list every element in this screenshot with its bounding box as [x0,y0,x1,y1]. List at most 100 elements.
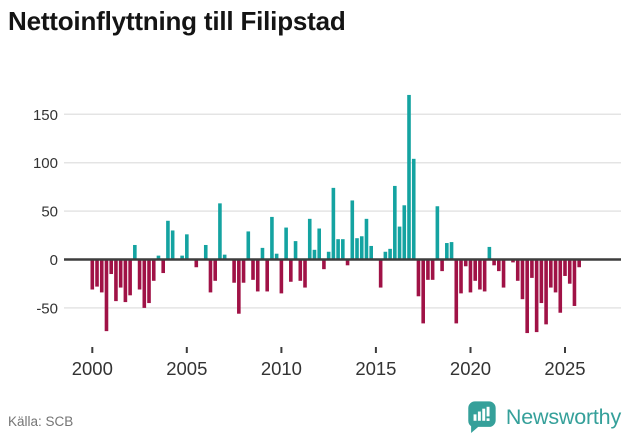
bar-negative [232,259,236,283]
bar-positive [203,244,208,260]
bar-negative [99,259,104,293]
bar-positive [331,187,336,260]
bar-positive [397,226,402,260]
bar-negative [430,259,435,280]
bar-negative [237,259,241,314]
bar-positive [260,247,265,260]
bar-negative [515,259,520,281]
bar-positive [166,220,170,260]
bar-positive [307,218,312,260]
bar-negative [478,259,482,290]
newsworthy-bubble-chart-icon [466,400,497,434]
bar-negative [213,259,217,281]
bar-negative [378,259,383,288]
newsworthy-wordmark: Newsworthy [505,404,621,429]
bar-negative [553,259,558,293]
bar-positive [326,251,331,260]
bar-positive [341,239,345,260]
newsworthy-logo-link[interactable]: Newsworthy [466,400,621,434]
bar-positive [364,218,369,260]
y-tick-label: -50 [36,300,58,317]
bar-negative [577,259,581,268]
bar-positive [388,248,392,260]
bar-negative [251,259,255,280]
bar-negative [482,259,487,292]
bar-negative [567,259,572,284]
bar-positive [393,185,397,260]
bar-negative [303,259,307,288]
x-tick-label: 2020 [450,358,491,379]
bar-negative [118,259,123,288]
x-tick-label: 2005 [166,358,207,379]
y-tick-label: 50 [41,204,58,221]
x-tick-label: 2000 [72,358,113,379]
chart-footer: Källa: SCB Newsworthy [0,397,631,439]
bar-negative [572,259,577,306]
bar-positive [402,205,407,260]
bar-positive [180,255,184,260]
bar-negative [142,259,147,308]
bar-positive [487,246,492,260]
bar-negative [265,259,269,292]
bar-negative [468,259,473,293]
bar-negative [255,259,260,292]
bar-negative [95,259,99,287]
bar-negative [530,259,534,278]
bar-negative [208,259,213,293]
bar-negative [525,259,529,334]
bar-positive [222,254,227,260]
x-tick-label: 2010 [261,358,302,379]
bar-negative [298,259,303,281]
bar-negative [161,259,165,274]
bar-positive [170,230,175,260]
y-tick-label: 150 [33,107,58,124]
x-tick-label: 2025 [544,358,585,379]
bar-positive [293,241,298,260]
bar-negative [345,259,350,266]
y-tick-label: 100 [33,155,58,172]
bar-positive [383,251,388,260]
bar-negative [123,259,128,303]
bar-negative [90,259,95,290]
bar-negative [151,259,156,281]
bar-positive [369,245,373,260]
bar-positive [133,244,137,260]
bar-negative [241,259,246,283]
bar-positive [350,200,355,260]
bar-positive [359,236,364,260]
bar-negative [128,259,132,296]
bar-negative [322,259,326,270]
bar-negative [549,259,553,288]
bar-positive [284,227,288,260]
bar-positive [156,255,161,260]
bar-negative [279,259,284,294]
bar-negative [497,259,501,272]
bar-positive [355,238,359,260]
bar-positive [185,234,189,260]
x-tick-label: 2015 [355,358,396,379]
bar-negative [194,259,199,268]
bar-negative [426,259,430,280]
bar-negative [440,259,444,272]
bar-negative [147,259,151,304]
bar-negative [534,259,539,333]
bar-negative [539,259,544,304]
bar-negative [109,259,114,275]
bar-positive [274,253,279,260]
bar-negative [511,259,515,263]
bar-negative [492,259,496,266]
bar-positive [246,231,251,260]
bar-negative [520,259,525,300]
bar-positive [312,249,317,260]
bar-positive [411,158,416,260]
bar-negative [473,259,477,281]
bar-positive [218,203,222,260]
source-label: Källa: SCB [8,414,74,429]
bar-negative [544,259,548,325]
bar-negative [289,259,293,282]
bar-negative [416,259,421,297]
bar-negative [463,259,468,267]
bar-positive [449,242,454,260]
bar-positive [270,216,274,260]
bar-negative [421,259,425,324]
